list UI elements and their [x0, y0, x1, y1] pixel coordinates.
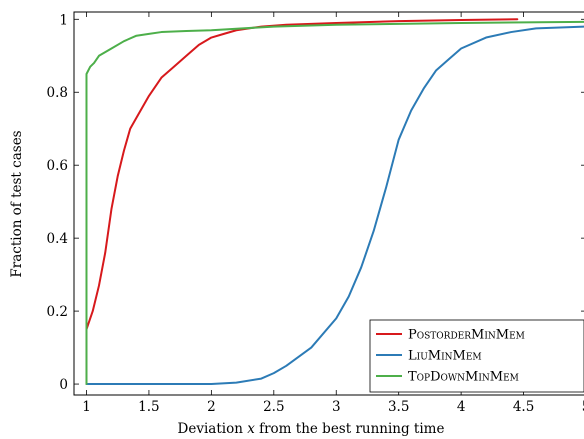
- series-line-2: [85, 20, 584, 386]
- legend-label-0: PostorderMinMem: [408, 328, 525, 343]
- x-axis-title-before: Deviation: [178, 421, 248, 437]
- x-axis-title: Deviation x from the best running time: [178, 421, 445, 437]
- legend: PostorderMinMem LiuMinMem TopDownMinMem: [369, 319, 584, 393]
- x-axis: 1 1.5 2 2.5 3 3.5 4 4.5 5: [82, 12, 584, 415]
- y-tick-label: 1: [59, 12, 68, 28]
- x-tick-label: 5: [582, 399, 584, 415]
- legend-label-2: TopDownMinMem: [408, 370, 519, 385]
- legend-label-1: LiuMinMem: [408, 349, 482, 364]
- x-tick-label: 2: [207, 399, 216, 415]
- y-tick-label: 0.8: [47, 85, 68, 101]
- plot-frame: [73, 11, 584, 396]
- x-tick-label: 1: [82, 399, 91, 415]
- y-tick-label: 0.4: [47, 231, 68, 247]
- x-tick-label: 4: [457, 399, 466, 415]
- legend-box: [369, 319, 584, 393]
- y-axis: 0 0.2 0.4 0.6 0.8 1: [47, 12, 584, 393]
- x-tick-label: 3: [332, 399, 341, 415]
- series-line-0: [85, 18, 519, 386]
- x-tick-label: 2.5: [263, 399, 284, 415]
- x-tick-label: 4.5: [513, 399, 534, 415]
- y-tick-label: 0: [59, 377, 68, 393]
- y-tick-label: 0.6: [47, 158, 68, 174]
- series-line-1: [85, 25, 584, 386]
- x-axis-title-after: from the best running time: [255, 421, 445, 437]
- y-axis-title: Fraction of test cases: [9, 130, 25, 277]
- x-tick-label: 3.5: [388, 399, 409, 415]
- x-tick-label: 1.5: [138, 399, 159, 415]
- y-tick-label: 0.2: [47, 304, 68, 320]
- x-axis-title-variable: x: [247, 421, 255, 437]
- plot-lines: [85, 18, 584, 386]
